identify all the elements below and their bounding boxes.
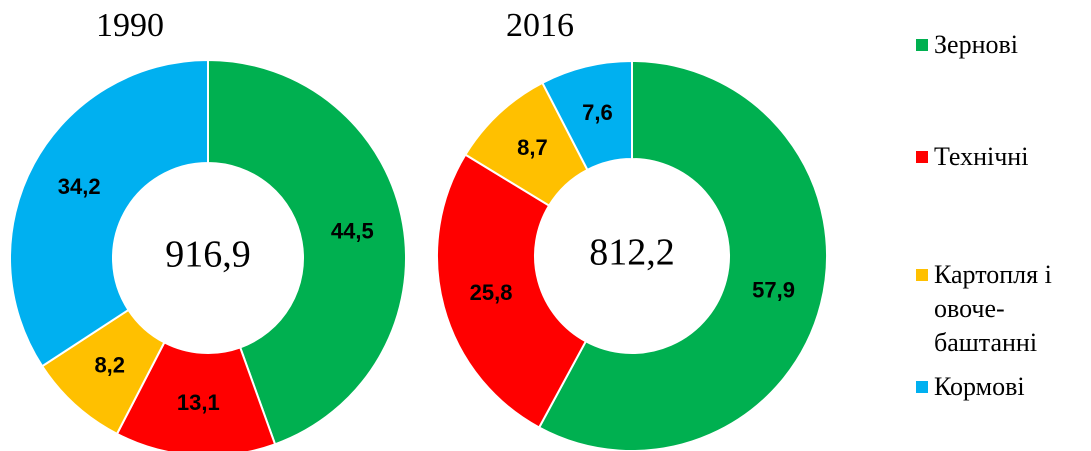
donut-segment (537, 59, 828, 451)
legend-label: Технічні (934, 142, 1029, 171)
legend-item: Зернові (916, 28, 1086, 62)
data-label: 57,9 (752, 278, 795, 303)
legend-item: Кормові (916, 370, 1086, 404)
data-label: 8,7 (517, 135, 548, 160)
legend-label: Зернові (934, 30, 1018, 59)
legend-label: Картопля і овоче-баштанні (934, 260, 1052, 357)
donut-segment (436, 153, 588, 429)
legend-label: Кормові (934, 372, 1025, 401)
donut-segment (207, 58, 407, 446)
legend-item: Картопля і овоче-баштанні (916, 258, 1086, 360)
legend-item: Технічні (916, 140, 1086, 174)
legend-swatch (916, 269, 928, 281)
data-label: 34,2 (58, 174, 101, 199)
donut-segment (541, 59, 633, 172)
center-label: 916,9 (165, 234, 251, 276)
center-label: 812,2 (589, 232, 675, 274)
donut-segment (9, 58, 209, 368)
legend-swatch (916, 151, 928, 163)
data-label: 25,8 (470, 280, 513, 305)
data-label: 13,1 (177, 390, 220, 415)
chart-title: 1990 (96, 7, 164, 44)
legend-swatch (916, 381, 928, 393)
chart-title: 2016 (506, 7, 574, 44)
data-label: 44,5 (331, 219, 374, 244)
legend-swatch (916, 39, 928, 51)
data-label: 7,6 (582, 100, 613, 125)
data-label: 8,2 (94, 352, 125, 377)
